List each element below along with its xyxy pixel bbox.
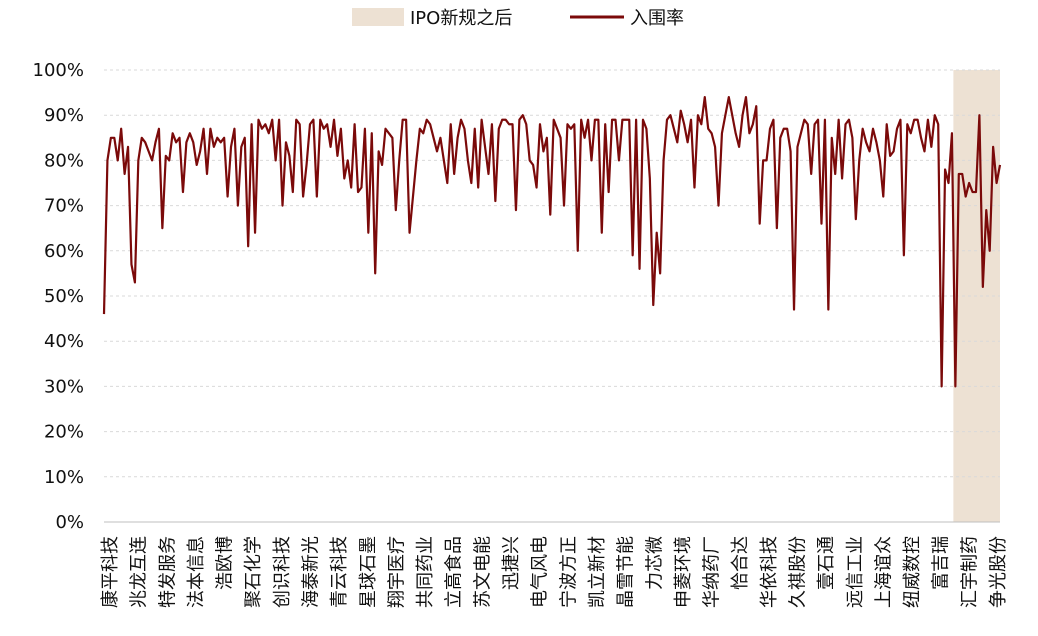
x-tick-label: 浩欧博 bbox=[215, 536, 236, 590]
y-tick-label: 70% bbox=[44, 196, 84, 217]
y-tick-label: 100% bbox=[33, 60, 84, 81]
x-tick-label: 争光股份 bbox=[988, 536, 1009, 608]
x-tick-label: 富吉瑞 bbox=[931, 536, 952, 590]
x-tick-label: 海泰新光 bbox=[301, 536, 322, 608]
x-tick-label: 共同药业 bbox=[415, 536, 436, 608]
x-tick-label: 纽威数控 bbox=[902, 536, 923, 608]
x-tick-label: 宁波方正 bbox=[558, 536, 579, 608]
x-tick-label: 晶雪节能 bbox=[616, 536, 637, 608]
x-tick-label: 特发服务 bbox=[157, 536, 178, 608]
y-tick-label: 20% bbox=[44, 422, 84, 443]
x-tick-label: 电气风电 bbox=[530, 536, 551, 608]
x-tick-label: 康平科技 bbox=[100, 536, 121, 608]
y-tick-label: 30% bbox=[44, 376, 84, 397]
y-tick-label: 40% bbox=[44, 331, 84, 352]
x-tick-label: 兆龙互连 bbox=[129, 536, 150, 608]
x-tick-label: 立高食品 bbox=[444, 536, 465, 608]
x-tick-label: 星球石墨 bbox=[358, 536, 379, 608]
series-line-inclusion-rate bbox=[102, 96, 1002, 388]
x-tick-label: 上海谊众 bbox=[873, 536, 894, 608]
y-tick-label: 0% bbox=[55, 512, 84, 533]
x-tick-label: 华依科技 bbox=[759, 536, 780, 608]
x-tick-label: 恰合达 bbox=[730, 536, 751, 590]
y-tick-label: 90% bbox=[44, 105, 84, 126]
x-tick-label: 壹石通 bbox=[816, 536, 837, 590]
x-tick-label: 远信工业 bbox=[845, 536, 866, 608]
x-tick-label: 凯立新材 bbox=[587, 536, 608, 608]
x-tick-label: 申菱环境 bbox=[673, 536, 694, 608]
legend-shade-label: IPO新规之后 bbox=[410, 8, 512, 29]
x-tick-label: 久祺股份 bbox=[787, 536, 808, 608]
legend-shade-swatch bbox=[352, 8, 404, 26]
x-tick-label: 聚石化学 bbox=[243, 536, 264, 608]
y-tick-label: 50% bbox=[44, 286, 84, 307]
x-tick-label: 华纳药厂 bbox=[702, 536, 723, 608]
x-tick-label: 汇宇制药 bbox=[959, 536, 980, 608]
y-tick-label: 80% bbox=[44, 150, 84, 171]
x-tick-label: 迅捷兴 bbox=[501, 536, 522, 590]
x-tick-label: 青云科技 bbox=[329, 536, 350, 608]
x-tick-label: 苏文电能 bbox=[472, 536, 493, 608]
x-tick-label: 法本信息 bbox=[186, 536, 207, 608]
x-tick-label: 创识科技 bbox=[272, 536, 293, 608]
y-tick-label: 10% bbox=[44, 467, 84, 488]
y-tick-label: 60% bbox=[44, 241, 84, 262]
legend-line-label: 入围率 bbox=[630, 8, 684, 29]
x-tick-label: 翔宇医疗 bbox=[386, 536, 407, 608]
x-tick-label: 力芯微 bbox=[644, 536, 665, 590]
